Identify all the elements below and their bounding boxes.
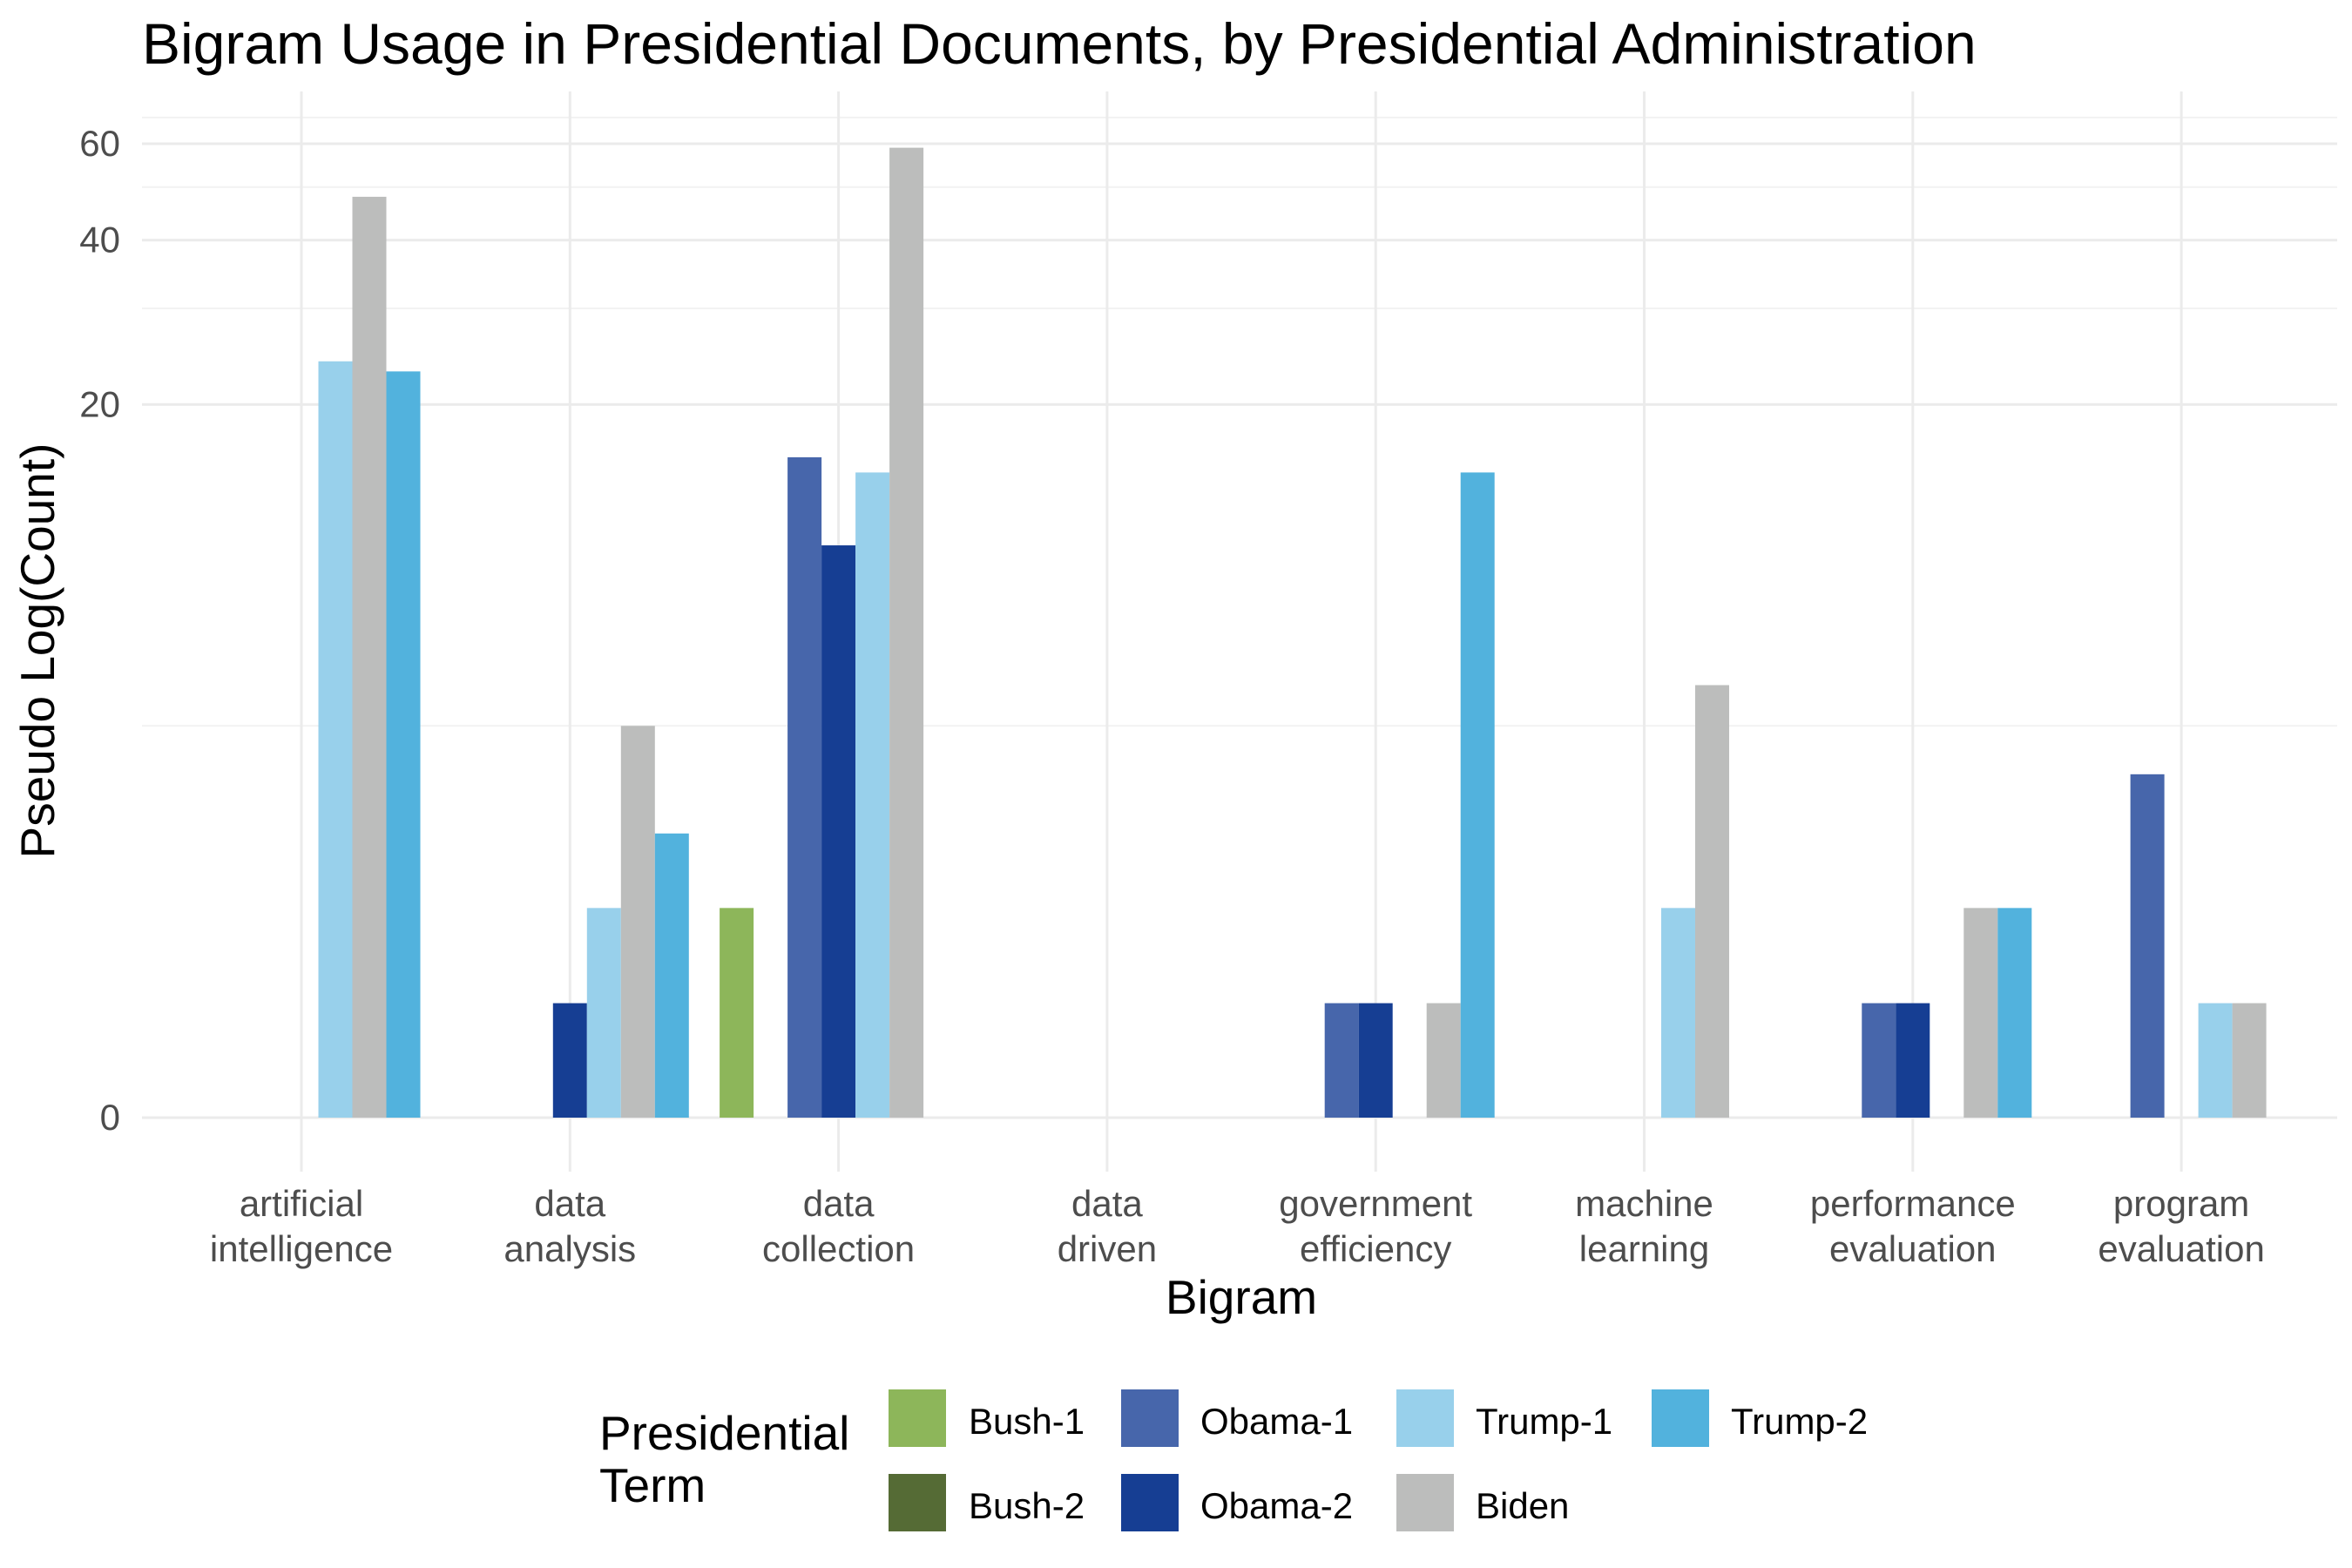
legend-key-bush-1	[889, 1389, 946, 1447]
x-tick-label: government	[1279, 1183, 1472, 1224]
y-tick-label: 20	[79, 383, 120, 424]
legend: Presidential Term Bush-1 Bush-2 Obama-1 Oba…	[599, 1389, 1868, 1531]
legend-label-obama-1: Obama-1	[1200, 1401, 1353, 1442]
x-tick-label: data	[1071, 1183, 1143, 1224]
legend-title-line-2: Term	[599, 1458, 706, 1512]
bar-obama-2	[1896, 1003, 1930, 1118]
x-tick-label: driven	[1058, 1228, 1157, 1269]
y-tick-label: 0	[100, 1097, 120, 1138]
x-tick-label: efficiency	[1300, 1228, 1451, 1269]
bar-bush-1	[720, 908, 754, 1118]
x-tick-label: performance	[1810, 1183, 2016, 1224]
y-tick-label: 60	[79, 123, 120, 164]
legend-label-obama-2: Obama-2	[1200, 1485, 1353, 1526]
bar-trump-2	[654, 833, 689, 1118]
x-tick-label: learning	[1579, 1228, 1709, 1269]
x-tick-label: evaluation	[2098, 1228, 2264, 1269]
legend-label-biden: Biden	[1476, 1485, 1569, 1526]
legend-key-trump-1	[1396, 1389, 1454, 1447]
bar-trump-1	[586, 908, 621, 1118]
legend-key-obama-1	[1121, 1389, 1179, 1447]
y-axis-title: Pseudo Log(Count)	[10, 443, 64, 859]
x-tick-label: program	[2113, 1183, 2249, 1224]
x-tick-label: evaluation	[1829, 1228, 1996, 1269]
bar-obama-1	[787, 456, 822, 1118]
bar-biden	[1963, 908, 1998, 1118]
bar-obama-2	[552, 1003, 587, 1118]
y-tick-label: 40	[79, 220, 120, 260]
bar-biden	[1426, 1003, 1461, 1118]
bar-biden	[2232, 1003, 2267, 1118]
x-tick-label: collection	[762, 1228, 915, 1269]
x-tick-label: machine	[1575, 1183, 1713, 1224]
bar-obama-1	[1862, 1003, 1896, 1118]
bars	[318, 147, 2267, 1119]
x-tick-label: analysis	[504, 1228, 636, 1269]
bar-trump-2	[1997, 908, 2032, 1118]
bar-obama-1	[2130, 774, 2165, 1118]
x-tick-label: data	[803, 1183, 875, 1224]
bar-trump-1	[318, 361, 353, 1119]
legend-key-biden	[1396, 1474, 1454, 1531]
legend-key-trump-2	[1652, 1389, 1709, 1447]
x-tick-label: data	[534, 1183, 605, 1224]
legend-key-bush-2	[889, 1474, 946, 1531]
bar-trump-1	[2198, 1003, 2233, 1118]
bar-biden	[1695, 685, 1729, 1118]
x-axis-title: Bigram	[1166, 1270, 1317, 1324]
bar-obama-1	[1324, 1003, 1359, 1118]
legend-title: Presidential Term	[599, 1406, 863, 1512]
bar-trump-1	[855, 472, 890, 1118]
legend-title-line-1: Presidential	[599, 1406, 849, 1460]
bar-trump-2	[386, 371, 421, 1118]
x-axis-ticks: artificialintelligencedataanalysisdataco…	[210, 1183, 2265, 1269]
x-tick-label: artificial	[240, 1183, 363, 1224]
bar-obama-2	[821, 545, 856, 1118]
legend-label-bush-2: Bush-2	[969, 1485, 1085, 1526]
legend-label-bush-1: Bush-1	[969, 1401, 1085, 1442]
bar-trump-1	[1661, 908, 1695, 1118]
bar-biden	[889, 147, 924, 1119]
bar-obama-2	[1358, 1003, 1393, 1118]
bar-biden	[620, 726, 655, 1118]
legend-key-obama-2	[1121, 1474, 1179, 1531]
chart-title: Bigram Usage in Presidential Documents, …	[142, 11, 1977, 76]
legend-label-trump-2: Trump-2	[1731, 1401, 1868, 1442]
x-tick-label: intelligence	[210, 1228, 393, 1269]
legend-label-trump-1: Trump-1	[1476, 1401, 1612, 1442]
bar-trump-2	[1460, 472, 1495, 1118]
y-axis-ticks: 0 20 40 60	[79, 123, 120, 1138]
bar-biden	[352, 196, 387, 1118]
